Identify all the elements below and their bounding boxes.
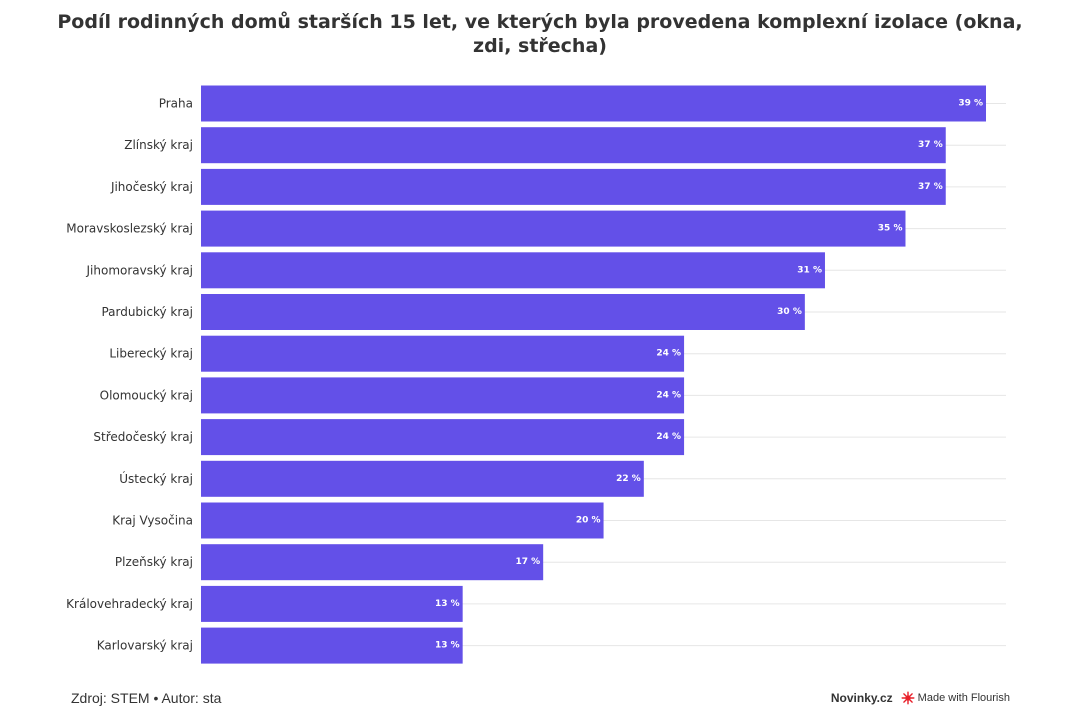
bar[interactable] xyxy=(201,419,685,456)
category-label: Středočeský kraj xyxy=(93,430,193,444)
category-label: Praha xyxy=(159,97,193,111)
chart-title: Podíl rodinných domů starších 15 let, ve… xyxy=(57,11,1023,57)
value-label: 22 % xyxy=(616,474,641,484)
brand-area: Novinky.cz Made with Flourish xyxy=(831,691,1010,705)
category-label: Plzeňský kraj xyxy=(115,555,193,569)
novinky-logo[interactable]: Novinky.cz xyxy=(830,691,893,705)
bar[interactable] xyxy=(201,502,604,539)
bar[interactable] xyxy=(201,460,644,497)
bar[interactable] xyxy=(201,627,463,664)
category-label: Královehradecký kraj xyxy=(66,597,193,611)
value-label: 24 % xyxy=(656,390,681,400)
value-label: 37 % xyxy=(918,140,943,150)
value-label: 17 % xyxy=(515,557,540,567)
category-label: Pardubický kraj xyxy=(101,305,193,319)
value-label: 39 % xyxy=(958,99,983,109)
bar[interactable] xyxy=(201,127,946,164)
category-label: Zlínský kraj xyxy=(124,138,193,152)
category-label: Moravskoslezský kraj xyxy=(66,222,193,236)
value-label: 31 % xyxy=(797,265,822,275)
category-label: Ústecký kraj xyxy=(119,471,193,486)
category-labels: Praha Zlínský kraj Jihočeský kraj Moravskos… xyxy=(66,97,193,653)
value-label: 24 % xyxy=(656,349,681,359)
value-label: 30 % xyxy=(777,307,802,317)
bar[interactable] xyxy=(201,335,685,372)
value-label: 24 % xyxy=(656,432,681,442)
value-label: 13 % xyxy=(435,641,460,651)
value-label: 20 % xyxy=(576,516,601,526)
category-label: Kraj Vysočina xyxy=(112,514,193,528)
bar[interactable] xyxy=(201,252,825,289)
bar[interactable] xyxy=(201,377,685,414)
bar[interactable] xyxy=(201,544,544,581)
category-label: Jihočeský kraj xyxy=(110,180,193,194)
bar[interactable] xyxy=(201,210,906,247)
category-label: Jihomoravský kraj xyxy=(86,263,194,277)
category-label: Liberecký kraj xyxy=(109,347,193,361)
category-label: Karlovarský kraj xyxy=(97,639,193,653)
bar[interactable] xyxy=(201,85,986,122)
value-label: 13 % xyxy=(435,599,460,609)
category-label: Olomoucký kraj xyxy=(100,388,193,402)
flourish-icon xyxy=(901,691,915,705)
bar[interactable] xyxy=(201,294,805,330)
bar[interactable] xyxy=(201,585,463,622)
made-with-label: Made with Flourish xyxy=(917,692,1010,704)
value-label: 35 % xyxy=(878,224,903,234)
value-label: 37 % xyxy=(918,182,943,192)
flourish-credit[interactable]: Made with Flourish xyxy=(901,691,1010,705)
bar[interactable] xyxy=(201,168,946,205)
bars xyxy=(201,85,986,664)
value-labels: 39 % 37 % 37 % 35 % 31 % 30 % 24 % 24 % 24 % 22 %… xyxy=(435,99,983,651)
source-note: Zdroj: STEM • Autor: sta xyxy=(71,690,222,706)
